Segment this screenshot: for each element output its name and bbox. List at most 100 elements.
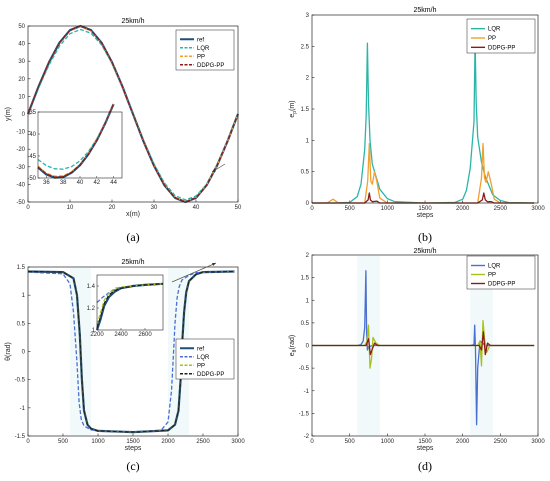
x-tick-label: 0: [26, 205, 30, 211]
legend-label: ref: [197, 37, 204, 43]
legend-label: PP: [488, 273, 496, 279]
x-tick-label: 1000: [91, 439, 105, 445]
x-tick-label: 2000: [456, 439, 470, 445]
y-tick-label: -1: [20, 406, 26, 412]
inset-x-tick-label: 42: [93, 180, 100, 186]
x-tick-label: 0: [26, 439, 30, 445]
x-axis-label: steps: [125, 445, 142, 452]
inset-y-tick-label: -50: [27, 176, 36, 182]
y-tick-label: -50: [16, 200, 25, 206]
x-tick-label: 2000: [456, 206, 470, 212]
y-axis-label-sub: θ: [292, 349, 298, 352]
y-tick-label: -1.5: [299, 411, 310, 417]
y-tick-label: 2: [306, 76, 310, 82]
x-tick-label: 500: [345, 439, 356, 445]
axes-frame: [27, 266, 239, 437]
inset-x-tick-label: 36: [43, 180, 50, 186]
inset-x-tick-label: 44: [110, 180, 117, 186]
x-tick-label: 0: [310, 439, 314, 445]
inset-line-ddpg-pp: [37, 103, 115, 178]
x-tick-label: 2500: [494, 439, 508, 445]
chart-title: 25km/h: [414, 248, 437, 255]
inset-pointer-arrowhead: [212, 168, 216, 172]
y-tick-label: 1.5: [17, 265, 26, 271]
y-tick-label: -2: [304, 434, 310, 440]
legend-label: DDPG-PP: [197, 63, 224, 69]
inset-x-tick-label: 2400: [114, 332, 128, 338]
y-axis-label-unit: (rad): [289, 335, 296, 350]
y-tick-label: -1.5: [15, 434, 26, 440]
inset-x-tick-label: 2600: [138, 332, 152, 338]
series-line-ddpg-pp: [27, 270, 235, 433]
y-tick-label: -40: [16, 182, 25, 188]
y-tick-label: 0: [22, 112, 26, 118]
y-tick-label: 0: [22, 350, 26, 356]
panel-b: 0 500 1000 1500 2000 2500 3000 0 0.5 1 1.5 2 2.5 3 25k…: [289, 7, 545, 244]
panel-caption: (b): [418, 230, 432, 244]
legend-label: DDPG-PP: [197, 372, 224, 378]
panel-caption: (d): [418, 459, 432, 473]
series-line-ddpg-pp: [312, 331, 535, 356]
legend-label: PP: [197, 54, 205, 60]
panel-d: 0 500 1000 1500 2000 2500 3000 -2 -1.5 -1 -0.5 0 0.5…: [289, 248, 545, 473]
x-tick-label: 2500: [494, 206, 508, 212]
chart-title: 25km/h: [122, 18, 145, 25]
y-tick-label: 40: [18, 42, 25, 48]
legend-label: LQR: [488, 27, 501, 33]
legend-label: PP: [197, 363, 205, 369]
y-axis-label-main: e: [289, 114, 296, 118]
y-tick-label: 0.5: [301, 321, 310, 327]
y-tick-label: 0.5: [17, 321, 26, 327]
y-tick-label: 0: [306, 344, 310, 350]
x-tick-label: 2000: [161, 439, 175, 445]
x-tick-label: 1000: [381, 206, 395, 212]
y-axis-label-unit: (m): [289, 100, 296, 111]
x-axis-label: x(m): [126, 211, 140, 218]
x-tick-label: 2500: [196, 439, 210, 445]
x-tick-label: 500: [345, 206, 356, 212]
x-tick-label: 3000: [231, 439, 245, 445]
y-tick-label: 1.5: [301, 276, 310, 282]
series-line-lqr: [27, 270, 235, 433]
inset-line-ddpg-pp: [96, 283, 164, 329]
y-tick-label: 30: [18, 59, 25, 65]
y-tick-label: 50: [18, 24, 25, 30]
x-tick-label: 1000: [381, 439, 395, 445]
highlight-band: [357, 256, 380, 435]
y-axis-label-sub: p: [292, 111, 298, 114]
legend-label: DDPG-PP: [488, 45, 515, 51]
inset-frame: [96, 274, 164, 331]
axes-frame: [311, 254, 539, 437]
legend-box: [175, 29, 235, 71]
y-tick-label: 10: [18, 94, 25, 100]
inset-line-lqr: [37, 104, 115, 170]
legend-label: LQR: [197, 355, 210, 361]
legend-label: LQR: [197, 46, 210, 52]
y-tick-label: -10: [16, 130, 25, 136]
panel-caption: (c): [126, 459, 139, 473]
x-tick-label: 1500: [126, 439, 140, 445]
y-tick-label: 20: [18, 77, 25, 83]
inset-y-tick-label: -35: [27, 110, 36, 116]
inset-y-tick-label: -45: [27, 154, 36, 160]
y-tick-label: -0.5: [15, 378, 26, 384]
y-tick-label: 0.5: [301, 170, 310, 176]
y-tick-label: 0: [306, 201, 310, 207]
y-axis-label: eθ(rad): [289, 335, 298, 356]
x-tick-label: 0: [310, 206, 314, 212]
panel-a: 0 10 20 30 40 50-50-40-30-20-100102030405025k…: [5, 18, 242, 244]
panel-caption: (a): [126, 230, 139, 244]
legend-label: ref: [197, 346, 204, 352]
axes-frame: [311, 14, 539, 204]
inset-y-tick-label: 1.2: [87, 306, 96, 312]
y-tick-label: 1.5: [301, 107, 310, 113]
y-tick-label: -30: [16, 165, 25, 171]
y-tick-label: 1: [306, 298, 310, 304]
y-tick-label: 1: [306, 138, 310, 144]
inset-pointer-line: [171, 262, 217, 283]
y-axis-label: ep(m): [289, 100, 298, 117]
x-tick-label: 50: [235, 205, 242, 211]
x-axis-label: steps: [417, 445, 434, 452]
y-axis-label: θ(rad): [5, 342, 12, 361]
series-line-ddpg-pp: [27, 25, 239, 203]
